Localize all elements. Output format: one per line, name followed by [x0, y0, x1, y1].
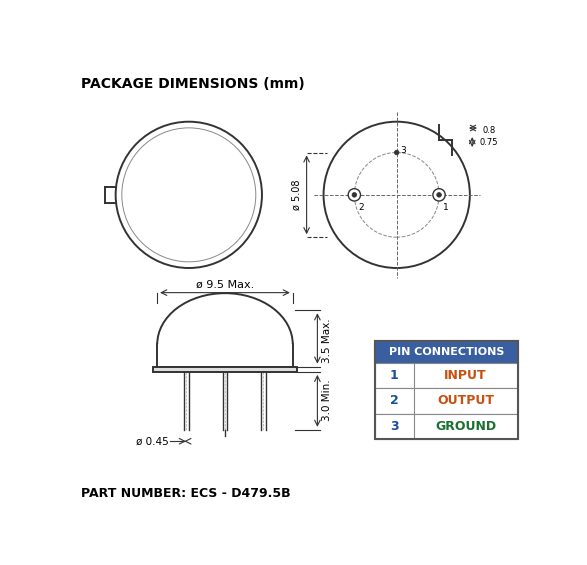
Text: 1: 1 — [390, 369, 399, 382]
Text: PACKAGE DIMENSIONS (mm): PACKAGE DIMENSIONS (mm) — [81, 77, 305, 91]
Text: PART NUMBER: ECS - D479.5B: PART NUMBER: ECS - D479.5B — [81, 488, 291, 501]
Text: 3.0 Min.: 3.0 Min. — [322, 380, 332, 421]
Text: 2: 2 — [390, 394, 399, 407]
Bar — [375, 363, 518, 388]
Text: ø 9.5 Max.: ø 9.5 Max. — [196, 280, 254, 289]
Bar — [153, 367, 296, 372]
Circle shape — [394, 150, 399, 155]
Text: PIN CONNECTIONS: PIN CONNECTIONS — [389, 347, 504, 357]
Text: ø 5.08: ø 5.08 — [292, 180, 302, 210]
Bar — [375, 414, 518, 439]
Bar — [375, 341, 518, 439]
Circle shape — [348, 189, 360, 201]
Bar — [375, 341, 518, 363]
Text: 0.75: 0.75 — [480, 137, 498, 146]
Circle shape — [433, 189, 445, 201]
Text: 3: 3 — [400, 146, 406, 155]
Text: INPUT: INPUT — [444, 369, 487, 382]
Circle shape — [437, 193, 441, 197]
Circle shape — [352, 193, 357, 197]
Text: 3: 3 — [390, 420, 399, 433]
Text: 2: 2 — [358, 202, 364, 211]
Text: ø 0.45: ø 0.45 — [136, 436, 169, 446]
Text: OUTPUT: OUTPUT — [437, 394, 494, 407]
Text: GROUND: GROUND — [435, 420, 496, 433]
Text: 1: 1 — [443, 202, 448, 211]
Text: 0.8: 0.8 — [483, 126, 496, 135]
Bar — [375, 388, 518, 414]
Text: 3.5 Max.: 3.5 Max. — [322, 318, 332, 363]
